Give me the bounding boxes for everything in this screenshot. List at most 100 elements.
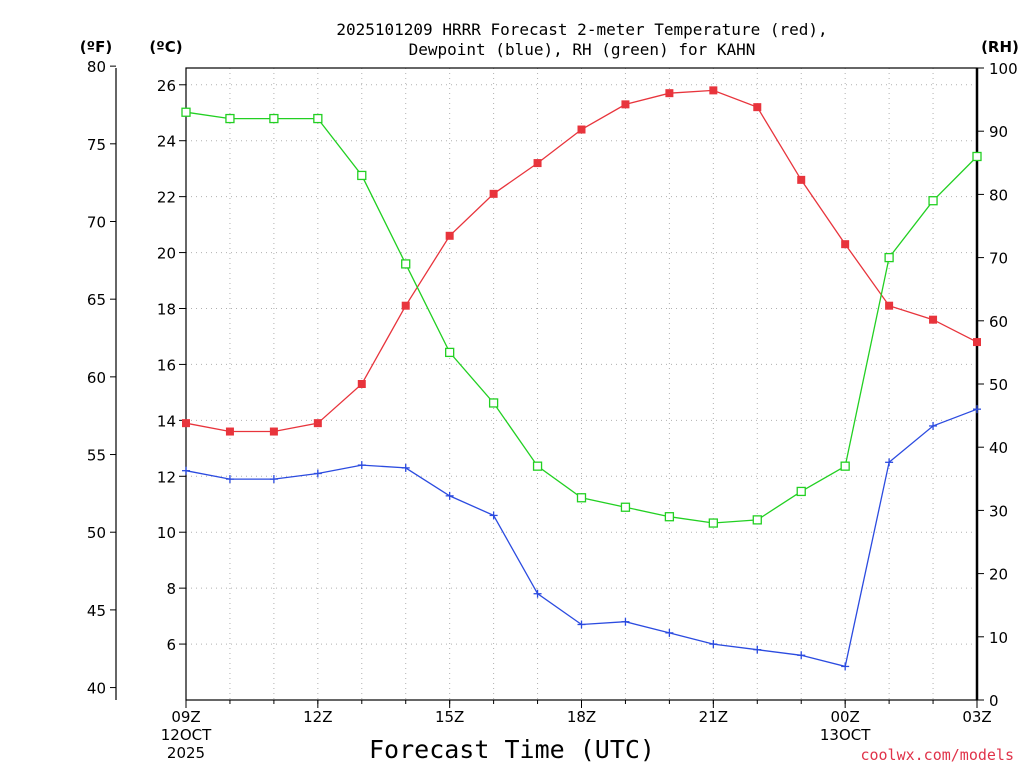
dewpoint-point-17 [929, 421, 938, 430]
fahrenheit-tick-label-1: 45 [87, 602, 106, 620]
time-tick-date-0: 12OCT [161, 726, 212, 744]
dewpoint-point-1 [225, 475, 234, 484]
time-tick-label-5: 00Z [830, 708, 859, 726]
dewpoint-point-9 [577, 620, 586, 629]
temperature-point-10 [621, 100, 630, 109]
celsius-tick-label-7: 20 [157, 245, 176, 263]
fahrenheit-tick-label-7: 75 [87, 136, 106, 154]
rh-point-4 [357, 170, 367, 181]
fahrenheit-tick-label-0: 40 [87, 680, 106, 698]
time-tick-label-1: 12Z [303, 708, 332, 726]
rh-tick-label-4: 40 [989, 439, 1008, 457]
rh-point-12 [708, 518, 718, 528]
temperature-point-1 [225, 427, 234, 436]
celsius-tick-label-9: 24 [157, 133, 176, 151]
rh-point-8 [532, 461, 543, 471]
grid-lines [186, 68, 977, 700]
temperature-line [185, 89, 978, 433]
dewpoint-point-0 [182, 466, 190, 475]
rh-point-10 [620, 502, 631, 512]
fahrenheit-tick-label-5: 65 [87, 291, 106, 309]
rh-point-14 [796, 486, 806, 497]
celsius-tick-label-10: 26 [157, 77, 176, 95]
rh-point-11 [664, 512, 675, 522]
temperature-point-15 [841, 240, 850, 249]
celsius-axis: 6 8 10 12 14 16 18 20 22 24 26 [157, 77, 186, 654]
fahrenheit-tick-label-3: 55 [87, 447, 106, 465]
dewpoint-point-7 [489, 511, 498, 520]
rh-point-1 [225, 113, 235, 124]
source-credit: coolwx.com/models [860, 746, 1014, 764]
x-axis-title: Forecast Time (UTC) [369, 735, 655, 764]
rh-tick-label-9: 90 [989, 123, 1008, 141]
dewpoint-point-10 [621, 617, 630, 626]
time-tick-label-3: 18Z [567, 708, 596, 726]
rh-point-2 [269, 113, 279, 124]
celsius-tick-label-0: 6 [166, 636, 176, 654]
temperature-point-17 [929, 315, 938, 324]
rh-point-13 [752, 515, 762, 525]
rh-tick-label-2: 20 [989, 566, 1008, 584]
rh-point-3 [313, 113, 323, 124]
temperature-point-2 [269, 427, 278, 436]
dewpoint-point-2 [269, 475, 278, 484]
dewpoint-point-13 [753, 645, 762, 654]
dewpoint-point-5 [401, 463, 410, 472]
temperature-point-3 [313, 419, 322, 428]
temperature-point-16 [885, 301, 894, 310]
temperature-point-9 [577, 125, 586, 134]
temperature-point-18 [973, 338, 981, 347]
fahrenheit-tick-label-8: 80 [87, 58, 106, 76]
rh-point-18 [972, 151, 982, 162]
dewpoint-point-16 [885, 458, 894, 467]
temperature-point-6 [445, 231, 454, 240]
rh-point-17 [928, 196, 938, 206]
rh-tick-label-7: 70 [989, 250, 1008, 268]
fahrenheit-tick-label-6: 70 [87, 213, 106, 231]
rh-axis: 0 10 20 30 40 50 60 70 80 90 100 [977, 60, 1018, 710]
temperature-point-14 [797, 175, 806, 184]
celsius-tick-label-2: 10 [157, 524, 176, 542]
dewpoint-point-14 [797, 651, 806, 660]
rh-tick-label-1: 10 [989, 629, 1008, 647]
rh-point-5 [401, 259, 411, 269]
time-tick-label-4: 21Z [699, 708, 728, 726]
time-tick-date-5: 13OCT [820, 726, 871, 744]
rh-tick-label-10: 100 [989, 60, 1018, 78]
rh-point-7 [488, 398, 499, 408]
series-layer [181, 86, 982, 671]
rh-tick-label-8: 80 [989, 186, 1008, 204]
celsius-tick-label-3: 12 [157, 468, 176, 486]
dewpoint-point-15 [841, 662, 850, 671]
rh-point-9 [576, 493, 587, 503]
celsius-tick-label-4: 14 [157, 412, 176, 430]
fahrenheit-tick-label-4: 60 [87, 369, 106, 387]
celsius-unit-label: (ºC) [149, 38, 182, 56]
chart-title-line1: 2025101209 HRRR Forecast 2-meter Tempera… [336, 20, 827, 39]
fahrenheit-unit-label: (ºF) [80, 38, 112, 56]
rh-point-0 [181, 107, 191, 117]
celsius-tick-label-6: 18 [157, 300, 176, 318]
temperature-point-5 [401, 301, 410, 310]
rh-point-16 [884, 252, 894, 263]
rh-tick-label-3: 30 [989, 502, 1008, 520]
chart-title-line2: Dewpoint (blue), RH (green) for KAHN [409, 40, 756, 59]
temperature-point-13 [753, 103, 762, 112]
temperature-point-8 [533, 159, 542, 168]
fahrenheit-axis: 40 45 50 55 60 65 70 75 80 [87, 58, 116, 698]
dewpoint-point-8 [533, 589, 542, 598]
time-tick-label-2: 15Z [435, 708, 464, 726]
time-tick-label-0: 09Z [171, 708, 200, 726]
temperature-point-7 [489, 189, 498, 198]
rh-tick-label-5: 50 [989, 376, 1008, 394]
dewpoint-point-4 [357, 461, 366, 470]
rh-tick-label-6: 60 [989, 313, 1008, 331]
dewpoint-point-12 [709, 640, 718, 649]
dewpoint-point-3 [313, 469, 322, 478]
rh-tick-label-0: 0 [989, 692, 999, 710]
celsius-tick-label-1: 8 [166, 580, 176, 598]
celsius-tick-label-5: 16 [157, 356, 176, 374]
rh-point-15 [840, 461, 850, 471]
